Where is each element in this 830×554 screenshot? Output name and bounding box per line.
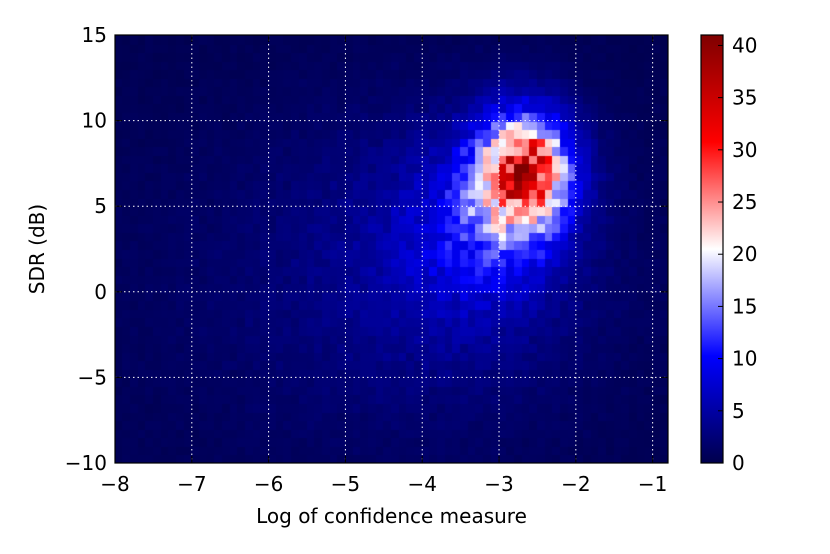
y-tick-label: 10 bbox=[82, 109, 107, 133]
colorbar-tick-label: 20 bbox=[732, 242, 757, 266]
x-tick-label: −3 bbox=[484, 472, 513, 496]
x-tick-label: −7 bbox=[177, 472, 206, 496]
y-tick-label: 0 bbox=[94, 280, 107, 304]
x-axis-label: Log of confidence measure bbox=[256, 504, 527, 528]
y-tick-label: 15 bbox=[82, 23, 107, 47]
x-tick-label: −5 bbox=[331, 472, 360, 496]
colorbar-tick-label: 15 bbox=[732, 294, 757, 318]
colorbar-tick-label: 10 bbox=[732, 347, 757, 371]
y-tick-label: −10 bbox=[65, 451, 107, 475]
colorbar-tick-label: 0 bbox=[732, 451, 745, 475]
x-tick-label: −6 bbox=[254, 472, 283, 496]
x-tick-label: −2 bbox=[561, 472, 590, 496]
colorbar-tick-label: 25 bbox=[732, 190, 757, 214]
y-axis-label: SDR (dB) bbox=[25, 204, 49, 294]
y-tick-label: 5 bbox=[94, 194, 107, 218]
colorbar-tick-label: 35 bbox=[732, 86, 757, 110]
plot-frame bbox=[114, 34, 669, 464]
colorbar-tick-label: 30 bbox=[732, 138, 757, 162]
y-tick-label: −5 bbox=[78, 365, 107, 389]
colorbar-tick-label: 5 bbox=[732, 399, 745, 423]
x-tick-label: −1 bbox=[638, 472, 667, 496]
colorbar bbox=[700, 34, 724, 464]
grid-lines bbox=[115, 35, 668, 463]
colorbar-tick-label: 40 bbox=[732, 33, 757, 57]
x-tick-label: −8 bbox=[100, 472, 129, 496]
x-tick-label: −4 bbox=[407, 472, 436, 496]
